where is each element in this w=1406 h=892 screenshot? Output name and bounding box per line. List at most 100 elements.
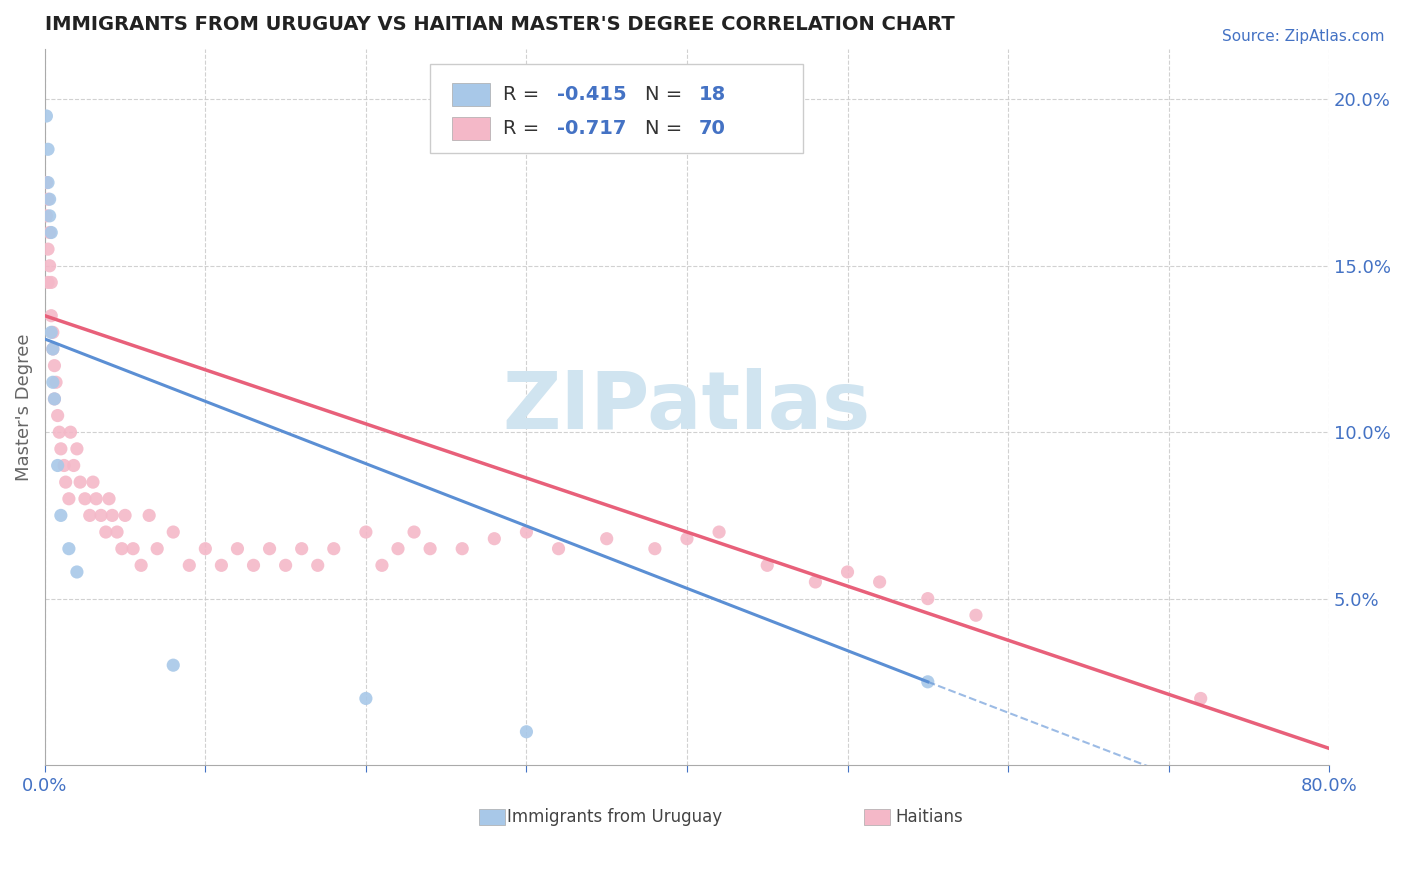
Text: 18: 18 bbox=[699, 85, 725, 104]
Text: IMMIGRANTS FROM URUGUAY VS HAITIAN MASTER'S DEGREE CORRELATION CHART: IMMIGRANTS FROM URUGUAY VS HAITIAN MASTE… bbox=[45, 15, 955, 34]
Text: R =: R = bbox=[503, 85, 546, 104]
Point bbox=[484, 532, 506, 546]
Point bbox=[194, 541, 217, 556]
Point bbox=[259, 541, 281, 556]
Point bbox=[84, 491, 107, 506]
Point bbox=[37, 276, 59, 290]
Point bbox=[39, 226, 62, 240]
Point bbox=[37, 242, 59, 256]
Point bbox=[58, 491, 80, 506]
Text: -0.717: -0.717 bbox=[557, 119, 627, 137]
Point bbox=[46, 409, 69, 423]
Bar bbox=[479, 809, 505, 825]
Point bbox=[291, 541, 314, 556]
Point bbox=[39, 326, 62, 340]
Point bbox=[45, 376, 67, 390]
Point bbox=[38, 192, 60, 206]
Text: N =: N = bbox=[644, 85, 688, 104]
Text: Haitians: Haitians bbox=[896, 807, 963, 826]
Point bbox=[44, 392, 66, 406]
Point bbox=[515, 524, 537, 539]
Point bbox=[98, 491, 121, 506]
Point bbox=[37, 176, 59, 190]
Point bbox=[917, 591, 939, 606]
Point bbox=[419, 541, 441, 556]
Point bbox=[73, 491, 96, 506]
Point bbox=[274, 558, 297, 573]
Point bbox=[756, 558, 779, 573]
Point bbox=[35, 176, 58, 190]
Point bbox=[38, 209, 60, 223]
Point bbox=[48, 425, 70, 440]
Point bbox=[596, 532, 619, 546]
Point bbox=[354, 524, 377, 539]
Point bbox=[66, 565, 89, 579]
Point bbox=[42, 376, 65, 390]
Text: R =: R = bbox=[503, 119, 546, 137]
Point bbox=[226, 541, 249, 556]
Point bbox=[58, 541, 80, 556]
Text: 70: 70 bbox=[699, 119, 725, 137]
Point bbox=[90, 508, 112, 523]
Point bbox=[387, 541, 409, 556]
Point bbox=[354, 691, 377, 706]
Text: N =: N = bbox=[644, 119, 688, 137]
Point bbox=[44, 359, 66, 373]
Point bbox=[42, 342, 65, 356]
Point bbox=[451, 541, 474, 556]
Point bbox=[322, 541, 344, 556]
Point bbox=[39, 309, 62, 323]
Point bbox=[371, 558, 394, 573]
Point bbox=[94, 524, 117, 539]
Point bbox=[38, 259, 60, 273]
Point bbox=[515, 724, 537, 739]
Point bbox=[82, 475, 104, 489]
Point bbox=[676, 532, 699, 546]
Point bbox=[53, 458, 76, 473]
Point bbox=[105, 524, 128, 539]
Point bbox=[122, 541, 145, 556]
Text: Immigrants from Uruguay: Immigrants from Uruguay bbox=[508, 807, 723, 826]
Point bbox=[162, 658, 184, 673]
Point bbox=[138, 508, 160, 523]
Point bbox=[869, 574, 891, 589]
Point bbox=[129, 558, 152, 573]
Point bbox=[111, 541, 134, 556]
Point bbox=[307, 558, 329, 573]
Point bbox=[55, 475, 77, 489]
Point bbox=[146, 541, 169, 556]
Point bbox=[179, 558, 201, 573]
Point bbox=[42, 342, 65, 356]
Point bbox=[917, 674, 939, 689]
Point bbox=[101, 508, 124, 523]
Point bbox=[62, 458, 84, 473]
Point bbox=[42, 326, 65, 340]
Point bbox=[46, 458, 69, 473]
Point bbox=[965, 608, 987, 623]
Point bbox=[209, 558, 232, 573]
Text: -0.415: -0.415 bbox=[557, 85, 627, 104]
FancyBboxPatch shape bbox=[430, 63, 803, 153]
Point bbox=[1189, 691, 1212, 706]
Point bbox=[38, 226, 60, 240]
Point bbox=[44, 392, 66, 406]
Point bbox=[242, 558, 264, 573]
Point bbox=[59, 425, 82, 440]
Text: Source: ZipAtlas.com: Source: ZipAtlas.com bbox=[1222, 29, 1385, 44]
Point bbox=[37, 192, 59, 206]
Point bbox=[837, 565, 859, 579]
Point bbox=[35, 109, 58, 123]
Point bbox=[644, 541, 666, 556]
Y-axis label: Master's Degree: Master's Degree bbox=[15, 334, 32, 481]
Bar bbox=[865, 809, 890, 825]
Point bbox=[39, 276, 62, 290]
Point bbox=[37, 142, 59, 156]
Point bbox=[547, 541, 569, 556]
Point bbox=[49, 442, 72, 456]
Bar bbox=[451, 83, 491, 106]
Point bbox=[114, 508, 136, 523]
Point bbox=[79, 508, 101, 523]
Point bbox=[35, 209, 58, 223]
Bar bbox=[451, 117, 491, 140]
Point bbox=[66, 442, 89, 456]
